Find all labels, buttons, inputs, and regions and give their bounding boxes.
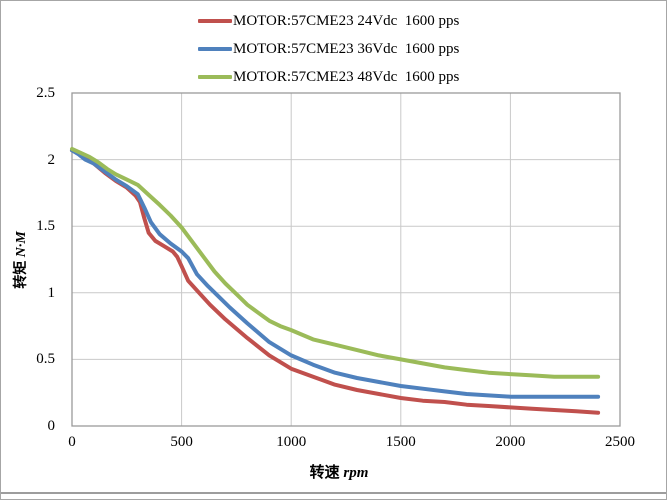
legend-item-36vdc: MOTOR:57CME23 36Vdc 1600 pps: [198, 35, 459, 63]
x-tick-label: 2000: [495, 434, 526, 450]
y-axis-title: 转矩 N·M: [10, 205, 30, 315]
legend-label: MOTOR:57CME23 24Vdc 1600 pps: [233, 12, 460, 29]
legend-label: MOTOR:57CME23 48Vdc 1600 pps: [233, 68, 460, 85]
legend-line-swatch-red: [198, 19, 232, 23]
x-tick-label: 500: [170, 434, 193, 450]
plot-border: [71, 92, 621, 427]
x-tick-label: 1000: [276, 434, 307, 450]
y-tick-label: 1.5: [36, 218, 55, 235]
x-axis-title-cn: 转速: [309, 465, 340, 481]
legend-item-24vdc: MOTOR:57CME23 24Vdc 1600 pps: [198, 7, 459, 35]
legend-line-swatch-green: [198, 75, 232, 79]
x-tick-label: 1500: [385, 434, 416, 450]
curve-48vdc: [70, 146, 601, 379]
chart-legend: MOTOR:57CME23 24Vdc 1600 pps MOTOR:57CME…: [198, 7, 459, 91]
y-tick-label: 0.5: [36, 351, 55, 368]
x-axis-title: 转速 rpm: [239, 461, 439, 482]
x-tick-label: 2500: [605, 434, 635, 450]
y-tick-label: 0: [47, 418, 56, 434]
curve-36vdc: [70, 148, 601, 399]
bottom-divider-line: [1, 492, 666, 494]
legend-label: MOTOR:57CME23 36Vdc 1600 pps: [233, 40, 460, 57]
y-axis-title-cn: 转矩: [14, 260, 29, 289]
legend-item-48vdc: MOTOR:57CME23 48Vdc 1600 pps: [198, 63, 459, 91]
x-axis-title-unit: rpm: [343, 465, 369, 481]
y-tick-label: 2: [47, 151, 56, 168]
y-axis-title-unit: N·M: [14, 231, 29, 258]
y-tick-label: 1: [47, 284, 56, 301]
x-tick-label: 0: [68, 434, 76, 450]
y-tick-label: 2.5: [36, 85, 55, 101]
legend-line-swatch-blue: [198, 47, 232, 51]
